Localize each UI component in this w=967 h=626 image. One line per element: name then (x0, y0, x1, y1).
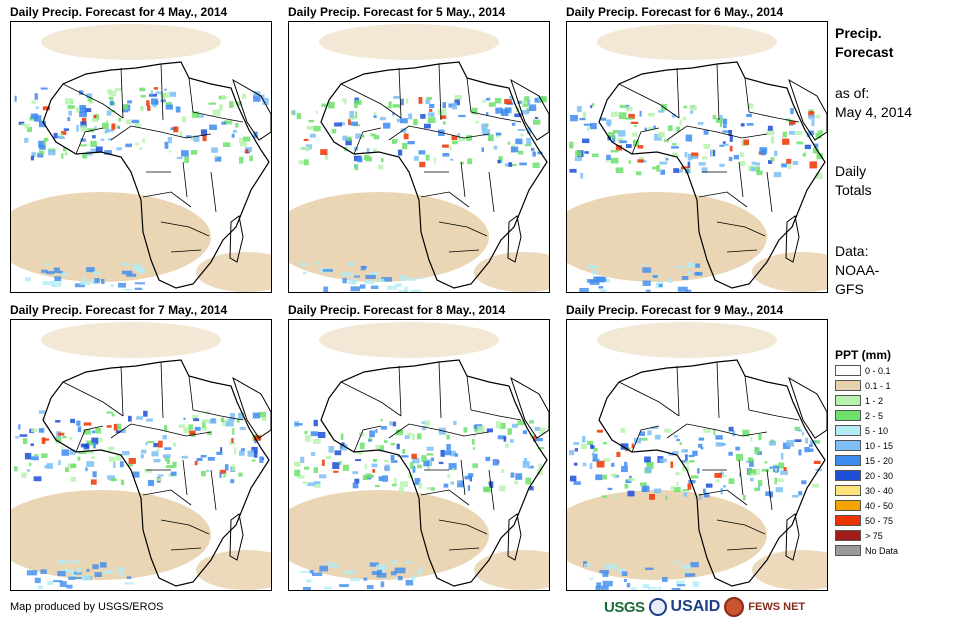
panel-title: Daily Precip. Forecast for 8 May., 2014 (288, 303, 506, 317)
legend-label: 40 - 50 (865, 500, 894, 511)
map-credit: Map produced by USGS/EROS (10, 601, 164, 613)
legend-swatch (835, 380, 861, 391)
legend-swatch (835, 500, 861, 511)
legend-item: 50 - 75 (835, 513, 960, 528)
side-title-line1: Precip. (835, 25, 882, 41)
legend-swatch (835, 455, 861, 466)
legend-label: > 75 (865, 530, 883, 541)
precip-map[interactable] (10, 319, 272, 591)
panel-title: Daily Precip. Forecast for 5 May., 2014 (288, 5, 506, 19)
precip-map[interactable] (566, 319, 828, 591)
legend-label: 30 - 40 (865, 485, 894, 496)
legend-label: 1 - 2 (865, 395, 884, 406)
legend-swatch (835, 545, 861, 556)
legend-item: 40 - 50 (835, 498, 960, 513)
africa-map-svg (567, 24, 827, 292)
usaid-seal-icon (648, 598, 667, 616)
legend-label: 10 - 15 (865, 440, 894, 451)
panel-title: Daily Precip. Forecast for 4 May., 2014 (10, 5, 228, 19)
legend-item: 15 - 20 (835, 453, 960, 468)
precip-map[interactable] (10, 21, 272, 293)
africa-map-svg (289, 24, 549, 292)
legend-label: 2 - 5 (865, 410, 884, 421)
legend-swatch (835, 425, 861, 436)
legend-label: 0 - 0.1 (865, 365, 891, 376)
legend-item: 20 - 30 (835, 468, 960, 483)
panel-title: Daily Precip. Forecast for 6 May., 2014 (566, 5, 784, 19)
panel-title: Daily Precip. Forecast for 7 May., 2014 (10, 303, 228, 317)
legend-item: 5 - 10 (835, 423, 960, 438)
legend-label: No Data (865, 545, 899, 556)
legend-label: 50 - 75 (865, 515, 894, 526)
legend-swatch (835, 530, 861, 541)
legend-item: 0 - 0.1 (835, 363, 960, 378)
precip-map[interactable] (288, 319, 550, 591)
legend-item: 1 - 2 (835, 393, 960, 408)
daily-line1: Daily (835, 163, 867, 179)
legend-swatch (835, 470, 861, 481)
legend-item: 2 - 5 (835, 408, 960, 423)
data-line3: GFS (835, 281, 864, 297)
legend-item: No Data (835, 543, 960, 558)
precip-map[interactable] (566, 21, 828, 293)
legend-swatch (835, 515, 861, 526)
fews-logo: FEWS NET (748, 601, 806, 613)
legend-title: PPT (mm) (835, 348, 892, 362)
asof-label: as of: (835, 85, 870, 101)
side-title: Precip. Forecast (835, 24, 893, 62)
asof-date: May 4, 2014 (835, 104, 913, 120)
legend-label: 0.1 - 1 (865, 380, 891, 391)
side-title-line2: Forecast (835, 44, 894, 60)
africa-map-svg (11, 24, 271, 292)
usgs-logo: USGS (604, 598, 645, 616)
daily-line2: Totals (835, 182, 872, 198)
africa-map-svg (11, 322, 271, 590)
legend-swatch (835, 410, 861, 421)
legend-swatch (835, 440, 861, 451)
legend-swatch (835, 485, 861, 496)
precip-map[interactable] (288, 21, 550, 293)
logo-strip: USGS USAID FEWS NET (604, 593, 805, 621)
legend-item: 30 - 40 (835, 483, 960, 498)
legend-label: 20 - 30 (865, 470, 894, 481)
data-line2: NOAA- (835, 262, 880, 278)
side-data-source: Data: NOAA- GFS (835, 242, 879, 299)
legend-item: 10 - 15 (835, 438, 960, 453)
legend-swatch (835, 365, 861, 376)
data-line1: Data: (835, 243, 869, 259)
panel-title: Daily Precip. Forecast for 9 May., 2014 (566, 303, 784, 317)
side-daily: Daily Totals (835, 162, 872, 200)
legend-item: 0.1 - 1 (835, 378, 960, 393)
side-asof: as of: May 4, 2014 (835, 84, 912, 122)
africa-map-svg (567, 322, 827, 590)
legend-swatch (835, 395, 861, 406)
legend-item: > 75 (835, 528, 960, 543)
fews-globe-icon (724, 597, 745, 617)
usaid-logo: USAID (670, 598, 721, 615)
legend-label: 15 - 20 (865, 455, 894, 466)
ppt-legend: PPT (mm) 0 - 0.1 0.1 - 1 1 - 2 2 - 5 5 - 10 1… (835, 347, 960, 558)
africa-map-svg (289, 322, 549, 590)
legend-rows: 0 - 0.1 0.1 - 1 1 - 2 2 - 5 5 - 10 10 - 15 15 … (835, 363, 960, 558)
legend-label: 5 - 10 (865, 425, 889, 436)
